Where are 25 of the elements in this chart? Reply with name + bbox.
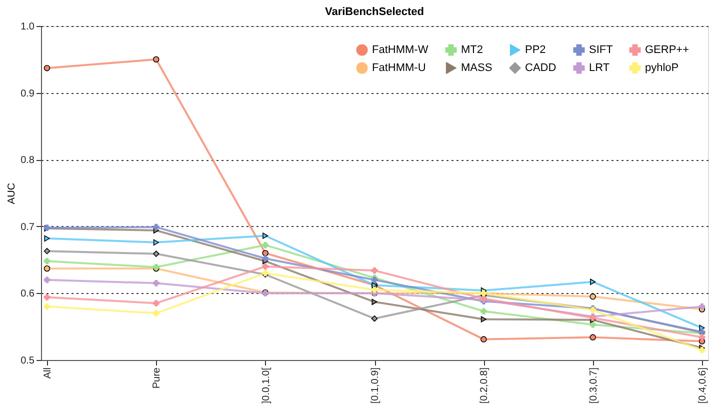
chart-title: VariBenchSelected [324,6,424,18]
y-tick-label: 1.0 [20,22,35,32]
x-tick-label: ]0.0,1.0[ [260,367,272,404]
legend-label: pyhloP [645,62,679,74]
legend-label: PP2 [525,44,546,56]
legend-label: LRT [589,62,610,74]
y-tick-label: 0.9 [20,88,35,100]
x-tick-label: [0.2,0.8] [479,367,490,404]
legend-label: GERP++ [645,44,690,56]
y-tick-label: 0.5 [20,356,35,366]
x-tick-label: [0.1,0.9] [370,367,381,404]
legend-label: SIFT [589,44,614,56]
legend-label: FatHMM-U [372,62,426,74]
y-axis-title: AUC [6,182,18,204]
legend-label: MT2 [461,44,483,56]
x-tick-label: All [42,368,54,379]
y-tick-label: 0.6 [20,288,35,300]
legend-label: CADD [525,62,556,74]
x-tick-label: Pure [152,367,163,389]
x-tick-label: [0.4,0.6] [698,367,708,404]
y-tick-label: 0.7 [20,222,35,233]
legend-label: FatHMM-W [372,44,429,56]
legend-label: MASS [461,62,492,74]
x-tick-label: [0.3,0.7] [588,367,600,404]
y-tick-label: 0.8 [20,155,35,166]
